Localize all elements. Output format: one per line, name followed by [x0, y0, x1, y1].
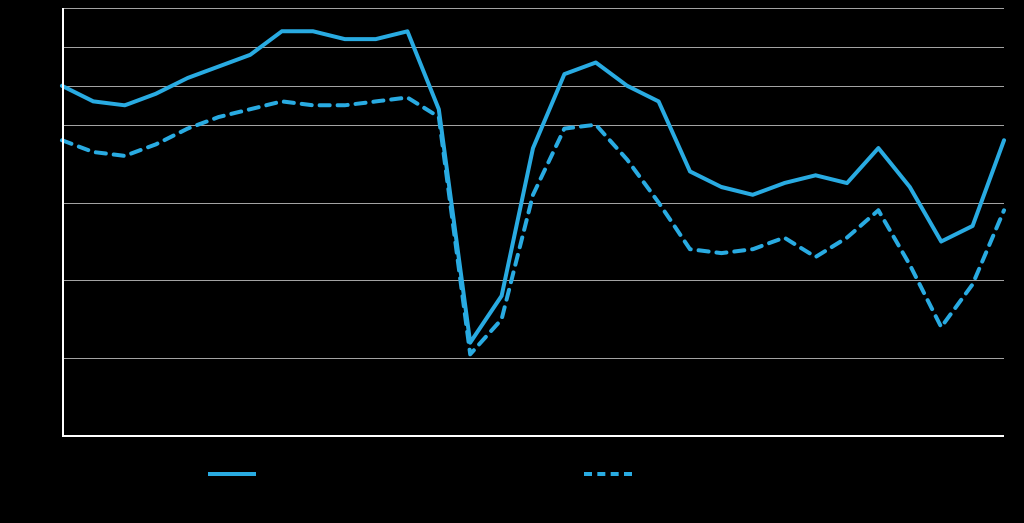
legend-item-dashed	[584, 472, 644, 476]
series-dashed	[62, 98, 1004, 355]
y-axis-line	[62, 8, 64, 436]
legend-swatch-solid-icon	[208, 472, 256, 476]
line-chart	[0, 0, 1024, 523]
plot-area	[62, 8, 1004, 436]
legend-swatch-dashed-icon	[584, 472, 632, 476]
x-axis-line	[62, 435, 1004, 437]
chart-lines	[62, 8, 1004, 436]
legend-item-solid	[208, 472, 268, 476]
series-solid	[62, 31, 1004, 342]
